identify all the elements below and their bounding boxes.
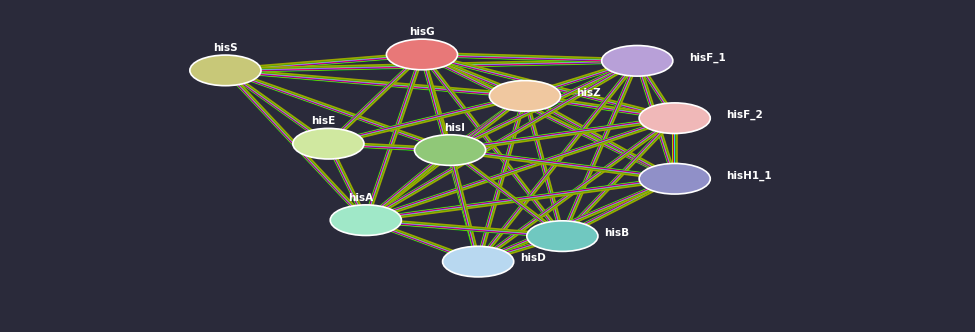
Text: hisE: hisE <box>312 117 335 126</box>
Text: hisI: hisI <box>445 123 465 133</box>
Text: hisA: hisA <box>349 193 373 203</box>
Text: hisG: hisG <box>410 27 435 37</box>
Ellipse shape <box>640 103 710 133</box>
Ellipse shape <box>190 55 261 86</box>
Ellipse shape <box>489 81 561 111</box>
Ellipse shape <box>292 128 364 159</box>
Text: hisD: hisD <box>521 253 546 263</box>
Ellipse shape <box>331 205 402 235</box>
Ellipse shape <box>386 39 457 70</box>
Ellipse shape <box>526 221 598 251</box>
Ellipse shape <box>640 163 710 194</box>
Text: hisF_1: hisF_1 <box>688 52 725 63</box>
Ellipse shape <box>414 135 486 165</box>
Text: hisB: hisB <box>604 228 630 238</box>
Text: hisF_2: hisF_2 <box>726 110 762 120</box>
Text: hisH1_1: hisH1_1 <box>726 170 772 181</box>
Ellipse shape <box>443 246 514 277</box>
Text: hisZ: hisZ <box>576 88 602 98</box>
Text: hisS: hisS <box>214 43 238 53</box>
Ellipse shape <box>602 45 673 76</box>
